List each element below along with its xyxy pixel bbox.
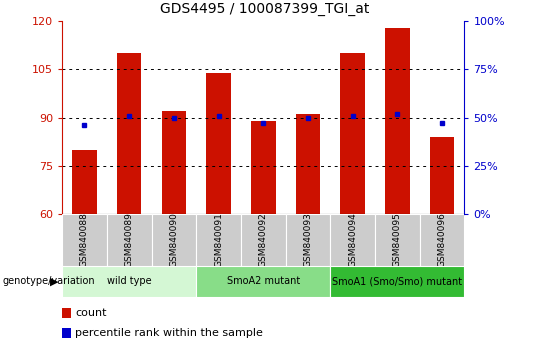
- Bar: [241, 214, 286, 266]
- Text: GSM840095: GSM840095: [393, 212, 402, 267]
- Bar: [152, 214, 196, 266]
- Text: SmoA2 mutant: SmoA2 mutant: [227, 276, 300, 286]
- Bar: [161, 111, 186, 214]
- Text: GSM840088: GSM840088: [80, 212, 89, 267]
- Text: GSM840090: GSM840090: [170, 212, 178, 267]
- Text: GSM840089: GSM840089: [125, 212, 134, 267]
- Bar: [196, 214, 241, 266]
- Bar: [375, 214, 420, 266]
- Text: GSM840094: GSM840094: [348, 212, 357, 267]
- Bar: [72, 150, 97, 214]
- Bar: [385, 28, 410, 214]
- Text: ▶: ▶: [50, 276, 58, 286]
- Bar: [62, 328, 71, 338]
- Bar: [430, 137, 454, 214]
- Text: GSM840092: GSM840092: [259, 212, 268, 267]
- Text: GSM840096: GSM840096: [437, 212, 447, 267]
- Text: SmoA1 (Smo/Smo) mutant: SmoA1 (Smo/Smo) mutant: [332, 276, 462, 286]
- Bar: [206, 73, 231, 214]
- Bar: [62, 214, 107, 266]
- Bar: [251, 121, 275, 214]
- Text: GSM840093: GSM840093: [303, 212, 313, 267]
- Bar: [196, 266, 330, 297]
- Text: GDS4495 / 100087399_TGI_at: GDS4495 / 100087399_TGI_at: [160, 2, 369, 16]
- Text: GSM840091: GSM840091: [214, 212, 223, 267]
- Text: wild type: wild type: [107, 276, 151, 286]
- Text: count: count: [75, 308, 106, 318]
- Bar: [62, 308, 71, 318]
- Text: percentile rank within the sample: percentile rank within the sample: [75, 328, 263, 338]
- Bar: [340, 53, 365, 214]
- Bar: [286, 214, 330, 266]
- Bar: [62, 266, 196, 297]
- Bar: [107, 214, 152, 266]
- Bar: [296, 114, 320, 214]
- Bar: [117, 53, 141, 214]
- Bar: [330, 214, 375, 266]
- Bar: [420, 214, 464, 266]
- Text: genotype/variation: genotype/variation: [3, 276, 96, 286]
- Bar: [330, 266, 464, 297]
